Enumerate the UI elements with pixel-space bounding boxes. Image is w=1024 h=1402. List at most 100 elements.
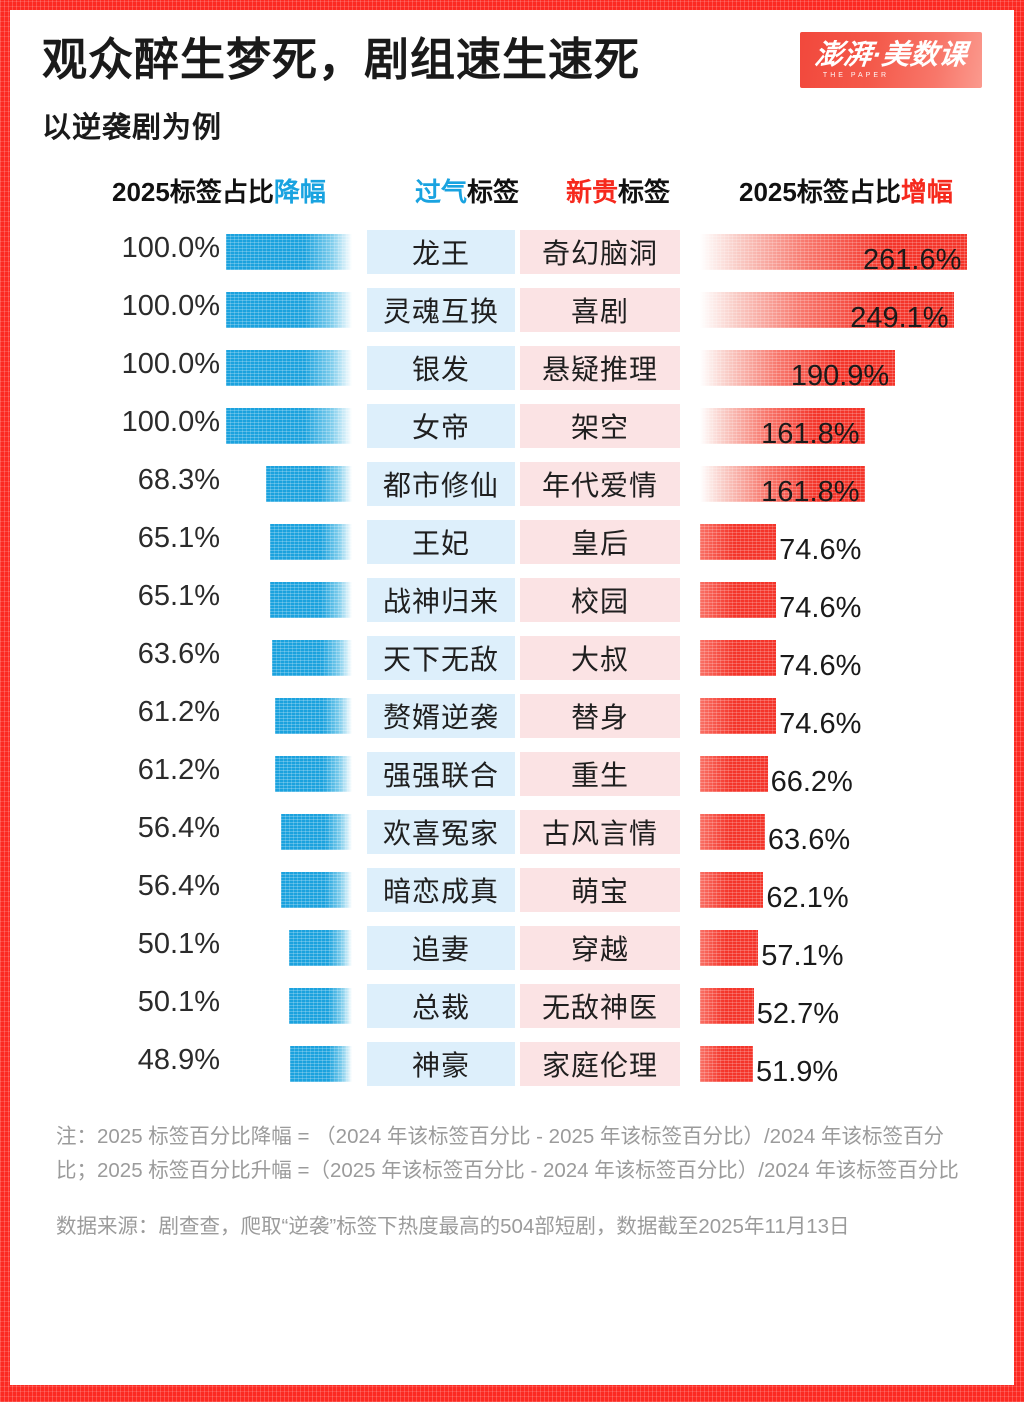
page-title: 观众醉生梦死，剧组速生速死 bbox=[42, 34, 641, 86]
old-tag-chip: 银发 bbox=[367, 346, 515, 390]
old-tag-chip: 神豪 bbox=[367, 1042, 515, 1086]
new-tag-chip: 架空 bbox=[520, 404, 680, 448]
left-bar bbox=[288, 988, 353, 1024]
left-value-label: 48.9% bbox=[137, 1044, 220, 1076]
right-bar bbox=[700, 524, 777, 560]
new-tag-chip: 悬疑推理 bbox=[520, 346, 680, 390]
column-header-right-accent: 增幅 bbox=[900, 177, 953, 207]
left-bar-track bbox=[226, 814, 353, 850]
footnote-method: 注：2025 标签百分比降幅 = （2024 年该标签百分比 - 2025 年该… bbox=[56, 1125, 959, 1182]
new-tag-chip: 无敌神医 bbox=[520, 984, 680, 1028]
column-header-right: 2025标签占比增幅 bbox=[739, 172, 953, 209]
left-bar bbox=[274, 698, 353, 734]
left-value-label: 100.0% bbox=[121, 290, 220, 322]
column-header-right-prefix: 2025标签占比 bbox=[739, 177, 901, 207]
left-bar-track bbox=[226, 466, 353, 502]
chart-row: 68.3% 都市修仙 年代爱情 161.8% bbox=[10, 454, 1014, 512]
column-header-new-tag: 新贵标签 bbox=[566, 172, 670, 209]
chart-row: 63.6% 天下无敌 大叔 74.6% bbox=[10, 628, 1014, 686]
new-tag-chip: 替身 bbox=[520, 694, 680, 738]
old-tag-chip: 王妃 bbox=[367, 520, 515, 564]
right-bar bbox=[700, 234, 967, 270]
left-value-label: 56.4% bbox=[137, 870, 220, 902]
right-bar-track: 74.6% bbox=[700, 698, 1014, 740]
old-tag-chip: 赘婿逆袭 bbox=[367, 694, 515, 738]
left-value-label: 100.0% bbox=[121, 232, 220, 264]
column-header-new-suffix: 标签 bbox=[618, 177, 671, 207]
right-bar bbox=[700, 756, 768, 792]
column-header-left-prefix: 2025标签占比 bbox=[112, 177, 274, 207]
right-value-label: 74.6% bbox=[779, 534, 862, 566]
brand-logo: 澎湃·美数课 THE PAPER bbox=[800, 32, 982, 88]
right-bar-track: 261.6% bbox=[700, 234, 1014, 276]
left-bar bbox=[226, 350, 352, 386]
right-bar bbox=[700, 408, 866, 444]
left-bar-track bbox=[226, 408, 352, 444]
column-header-old-suffix: 标签 bbox=[467, 177, 520, 207]
right-value-label: 161.8% bbox=[761, 476, 860, 508]
left-bar bbox=[269, 524, 353, 560]
chart-row: 61.2% 强强联合 重生 66.2% bbox=[10, 744, 1014, 802]
new-tag-chip: 年代爱情 bbox=[520, 462, 680, 506]
poster-header: 观众醉生梦死，剧组速生速死 澎湃·美数课 THE PAPER 以逆袭剧为例 20… bbox=[10, 10, 1014, 216]
left-bar bbox=[265, 466, 353, 502]
right-bar bbox=[700, 698, 777, 734]
new-tag-chip: 古风言情 bbox=[520, 810, 680, 854]
old-tag-chip: 暗恋成真 bbox=[367, 868, 515, 912]
right-bar bbox=[700, 988, 754, 1024]
right-bar-track: 52.7% bbox=[700, 988, 1014, 1030]
left-bar-track bbox=[226, 1046, 352, 1082]
right-bar bbox=[700, 350, 895, 386]
chart-row: 48.9% 神豪 家庭伦理 51.9% bbox=[10, 1034, 1014, 1092]
left-bar-track bbox=[226, 872, 353, 908]
right-bar-track: 161.8% bbox=[700, 466, 1014, 508]
old-tag-chip: 强强联合 bbox=[367, 752, 515, 796]
left-bar-track bbox=[226, 640, 353, 676]
left-value-label: 61.2% bbox=[137, 754, 220, 786]
new-tag-chip: 家庭伦理 bbox=[520, 1042, 680, 1086]
right-value-label: 74.6% bbox=[779, 708, 862, 740]
right-value-label: 190.9% bbox=[790, 360, 890, 392]
chart-row: 56.4% 暗恋成真 萌宝 62.1% bbox=[10, 860, 1014, 918]
chart-row: 100.0% 银发 悬疑推理 190.9% bbox=[10, 338, 1014, 396]
left-bar-track bbox=[226, 292, 352, 328]
right-bar-track: 51.9% bbox=[700, 1046, 1014, 1088]
left-value-label: 100.0% bbox=[121, 406, 220, 438]
right-bar-track: 190.9% bbox=[700, 350, 1014, 392]
right-bar bbox=[700, 872, 764, 908]
old-tag-chip: 总裁 bbox=[367, 984, 515, 1028]
column-headers: 2025标签占比降幅 过气标签 新贵标签 2025标签占比增幅 bbox=[42, 172, 982, 216]
right-bar-track: 74.6% bbox=[700, 640, 1014, 682]
left-bar bbox=[226, 292, 352, 328]
new-tag-chip: 萌宝 bbox=[520, 868, 680, 912]
old-tag-chip: 战神归来 bbox=[367, 578, 515, 622]
brand-logo-text: 澎湃·美数课 bbox=[813, 39, 969, 70]
old-tag-chip: 天下无敌 bbox=[367, 636, 515, 680]
right-value-label: 249.1% bbox=[850, 302, 949, 334]
left-bar bbox=[271, 640, 353, 676]
column-header-left-accent: 降幅 bbox=[273, 177, 326, 207]
left-value-label: 61.2% bbox=[137, 696, 220, 728]
chart-rows: 100.0% 龙王 奇幻脑洞 261.6% 100.0% 灵魂互换 喜剧 249.1% 100.… bbox=[10, 222, 1014, 1092]
left-value-label: 50.1% bbox=[137, 928, 220, 960]
right-bar-track: 74.6% bbox=[700, 524, 1014, 566]
page-subtitle: 以逆袭剧为例 bbox=[42, 112, 223, 144]
left-bar bbox=[280, 872, 353, 908]
old-tag-chip: 都市修仙 bbox=[367, 462, 515, 506]
left-bar bbox=[226, 408, 352, 444]
footnotes: 注：2025 标签百分比降幅 = （2024 年该标签百分比 - 2025 年该… bbox=[56, 1120, 978, 1243]
right-bar bbox=[700, 466, 866, 502]
right-bar bbox=[700, 1046, 753, 1082]
left-bar bbox=[226, 234, 352, 270]
new-tag-chip: 奇幻脑洞 bbox=[520, 230, 680, 274]
new-tag-chip: 穿越 bbox=[520, 926, 680, 970]
left-bar-track bbox=[226, 698, 353, 734]
left-bar-track bbox=[226, 756, 353, 792]
chart-row: 100.0% 龙王 奇幻脑洞 261.6% bbox=[10, 222, 1014, 280]
right-bar-track: 66.2% bbox=[700, 756, 1014, 798]
old-tag-chip: 追妻 bbox=[367, 926, 515, 970]
chart-row: 65.1% 战神归来 校园 74.6% bbox=[10, 570, 1014, 628]
right-value-label: 261.6% bbox=[863, 244, 962, 276]
left-bar bbox=[274, 756, 353, 792]
left-value-label: 65.1% bbox=[137, 580, 220, 612]
